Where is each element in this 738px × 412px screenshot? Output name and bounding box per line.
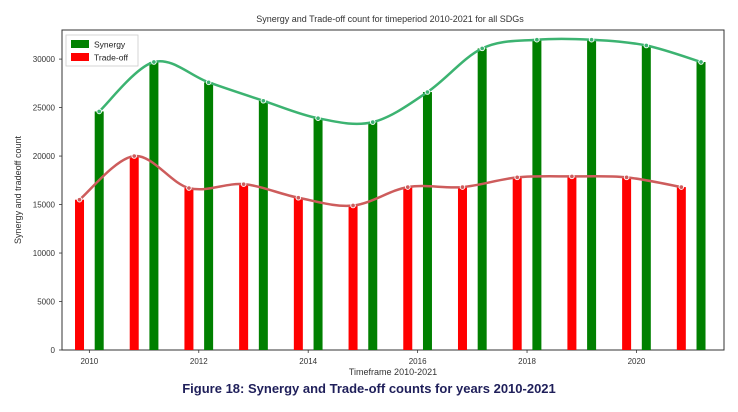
legend-label-tradeoff: Trade-off bbox=[94, 53, 129, 63]
figure-caption: Figure 18: Synergy and Trade-off counts … bbox=[182, 381, 556, 396]
bar-synergy-2013 bbox=[258, 100, 268, 350]
y-tick-label: 25000 bbox=[33, 104, 56, 113]
point-synergy-2019 bbox=[588, 36, 595, 43]
point-tradeoff-2015 bbox=[350, 202, 356, 209]
point-synergy-2021 bbox=[698, 59, 704, 65]
y-axis-label: Synergy and tradeoff count bbox=[13, 136, 23, 244]
bar-tradeoff-2014 bbox=[293, 197, 303, 350]
x-tick-label: 2010 bbox=[80, 357, 98, 366]
legend: Synergy Trade-off bbox=[65, 34, 139, 67]
point-synergy-2012 bbox=[205, 79, 212, 86]
legend-swatch-synergy bbox=[71, 40, 89, 48]
point-synergy-2018 bbox=[534, 36, 540, 43]
bar-tradeoff-2019 bbox=[567, 176, 577, 350]
y-tick-label: 30000 bbox=[33, 55, 56, 64]
point-synergy-2015 bbox=[370, 119, 376, 125]
point-synergy-2016 bbox=[424, 89, 431, 95]
chart-title: Synergy and Trade-off count for timeperi… bbox=[256, 14, 524, 24]
point-synergy-2010 bbox=[96, 108, 102, 115]
legend-swatch-tradeoff bbox=[71, 53, 89, 61]
lines-layer bbox=[76, 36, 704, 209]
point-tradeoff-2021 bbox=[678, 184, 685, 190]
x-tick-label: 2014 bbox=[299, 357, 317, 366]
y-axis: 0 5000 10000 15000 20000 25000 30000 bbox=[33, 55, 62, 355]
x-tick-label: 2018 bbox=[518, 357, 536, 366]
point-tradeoff-2014 bbox=[295, 195, 302, 201]
point-tradeoff-2012 bbox=[186, 185, 192, 191]
point-synergy-2013 bbox=[260, 98, 267, 104]
y-tick-label: 5000 bbox=[37, 298, 55, 307]
bar-synergy-2015 bbox=[368, 122, 378, 351]
bar-synergy-2018 bbox=[532, 39, 542, 350]
plot-area bbox=[61, 29, 725, 351]
bar-synergy-2020 bbox=[641, 45, 651, 351]
y-tick-label: 0 bbox=[51, 346, 56, 355]
legend-label-synergy: Synergy bbox=[94, 40, 126, 50]
bar-synergy-2012 bbox=[204, 82, 214, 351]
x-tick-label: 2020 bbox=[628, 357, 646, 366]
bar-tradeoff-2013 bbox=[239, 184, 249, 350]
bar-synergy-2014 bbox=[313, 118, 323, 351]
point-tradeoff-2017 bbox=[459, 184, 466, 190]
point-synergy-2011 bbox=[151, 59, 157, 65]
bar-synergy-2021 bbox=[696, 62, 706, 350]
point-tradeoff-2016 bbox=[405, 184, 411, 190]
point-tradeoff-2019 bbox=[569, 173, 575, 180]
point-synergy-2020 bbox=[643, 42, 650, 49]
bar-tradeoff-2017 bbox=[457, 187, 467, 350]
bar-synergy-2011 bbox=[149, 62, 159, 350]
bar-tradeoff-2012 bbox=[184, 188, 194, 350]
x-tick-label: 2016 bbox=[409, 357, 427, 366]
point-tradeoff-2013 bbox=[240, 181, 247, 187]
point-tradeoff-2011 bbox=[131, 153, 137, 159]
y-tick-label: 20000 bbox=[33, 152, 56, 161]
point-tradeoff-2018 bbox=[514, 174, 520, 181]
x-axis-label: Timeframe 2010-2021 bbox=[349, 367, 437, 377]
point-tradeoff-2010 bbox=[76, 196, 83, 203]
bars-layer bbox=[75, 39, 706, 351]
x-tick-label: 2012 bbox=[190, 357, 208, 366]
bar-tradeoff-2016 bbox=[403, 187, 413, 350]
bar-synergy-2017 bbox=[477, 48, 487, 351]
point-tradeoff-2020 bbox=[623, 174, 630, 181]
point-synergy-2017 bbox=[479, 45, 485, 52]
y-tick-label: 15000 bbox=[33, 201, 56, 210]
bar-tradeoff-2018 bbox=[512, 177, 522, 350]
bar-tradeoff-2021 bbox=[676, 187, 686, 350]
bar-synergy-2019 bbox=[587, 39, 597, 350]
bar-synergy-2010 bbox=[94, 111, 104, 350]
bar-tradeoff-2011 bbox=[129, 156, 139, 350]
chart: Synergy and Trade-off count for timeperi… bbox=[13, 14, 725, 377]
x-axis: 2010 2012 2014 2016 2018 2020 bbox=[80, 350, 646, 366]
y-tick-label: 10000 bbox=[33, 249, 56, 258]
bar-tradeoff-2010 bbox=[75, 199, 85, 350]
point-synergy-2014 bbox=[315, 115, 321, 121]
bar-synergy-2016 bbox=[422, 92, 432, 350]
bar-tradeoff-2020 bbox=[622, 177, 632, 350]
bar-tradeoff-2015 bbox=[348, 205, 358, 350]
